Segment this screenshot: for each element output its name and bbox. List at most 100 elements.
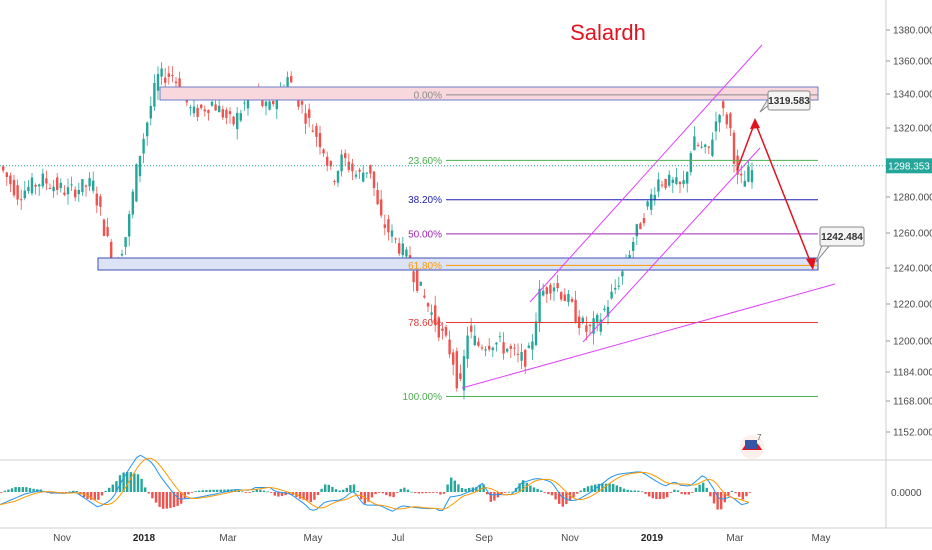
- candle-body: [135, 164, 138, 202]
- histogram-bar: [500, 492, 503, 494]
- candle-body: [77, 189, 80, 195]
- time-tick-label: Sep: [475, 533, 493, 544]
- projection-path: [736, 119, 813, 267]
- histogram-bar: [662, 492, 665, 499]
- candle-body: [426, 303, 430, 307]
- histogram-bar: [144, 487, 147, 492]
- candle-body: [196, 107, 199, 117]
- histogram-bar: [396, 492, 399, 493]
- price-axis[interactable]: 1152.000 1168.000 1184.000 1200.000 1220.000…: [886, 26, 932, 439]
- histogram-bar: [270, 492, 273, 493]
- candle-body: [59, 182, 62, 188]
- candle-body: [214, 104, 217, 111]
- histogram-bar: [61, 492, 64, 493]
- candle-body: [390, 230, 394, 237]
- histogram-bar: [439, 492, 442, 495]
- histogram-bar: [583, 487, 586, 492]
- histogram-bar: [633, 490, 636, 492]
- histogram-bar: [176, 492, 179, 506]
- histogram-bar: [162, 492, 165, 509]
- candle-body: [401, 243, 404, 256]
- candle-body: [200, 104, 203, 109]
- candle-body: [272, 100, 275, 105]
- candle-body: [732, 132, 736, 164]
- candle-body: [149, 105, 152, 119]
- candle-body: [646, 201, 649, 207]
- histogram-bar: [0, 492, 3, 493]
- candle-body: [398, 243, 401, 254]
- target-callout-upper[interactable]: 1319.583: [759, 90, 811, 113]
- histogram-bar: [7, 489, 10, 492]
- tradingview-flag-icon[interactable]: 7: [740, 433, 764, 459]
- histogram-bar: [698, 484, 701, 492]
- candle-body: [552, 287, 556, 292]
- candle-body: [678, 181, 682, 185]
- histogram-bar: [356, 490, 359, 492]
- histogram-bar: [378, 492, 381, 493]
- candle-body: [178, 78, 181, 94]
- histogram-bar: [115, 481, 118, 492]
- histogram-bar: [198, 490, 201, 492]
- candle-body: [146, 122, 149, 137]
- candle-body: [542, 290, 545, 296]
- histogram-bar: [410, 491, 413, 493]
- histogram-bar: [543, 492, 546, 493]
- histogram-bar: [342, 489, 345, 492]
- histogram-bar: [68, 491, 71, 493]
- candle-body: [333, 180, 336, 183]
- histogram-bar: [424, 492, 428, 494]
- candle-body: [531, 341, 534, 350]
- histogram-bar: [255, 488, 258, 492]
- histogram-bar: [730, 490, 734, 492]
- candle-body: [488, 345, 491, 350]
- channel-upper-line[interactable]: [529, 44, 763, 303]
- histogram-bar: [417, 492, 420, 494]
- candle-body: [603, 308, 606, 310]
- candle-body: [696, 144, 700, 146]
- candle-body: [563, 294, 566, 302]
- resistance-zone: [159, 86, 819, 101]
- candle-body: [545, 287, 548, 295]
- fibonacci-retracement[interactable]: 0.00% 23.60% 38.20% 50.00% 61.80% 78.60% 100.0…: [403, 90, 818, 403]
- candle-body: [686, 172, 689, 184]
- histogram-bar: [194, 491, 197, 492]
- histogram-bar: [655, 492, 658, 500]
- histogram-bar: [658, 492, 662, 500]
- candle-body: [556, 283, 559, 289]
- histogram-bar: [529, 485, 532, 492]
- histogram-bar: [586, 486, 590, 492]
- candle-body: [70, 184, 73, 186]
- time-axis[interactable]: Nov 2018 Mar May Jul Sep Nov 2019 Mar May: [53, 533, 830, 544]
- channel-lower-line[interactable]: [582, 147, 761, 343]
- fib-level-label: 0.00%: [414, 90, 442, 101]
- support-trend-line[interactable]: [461, 283, 836, 389]
- fib-level-label: 61.80%: [408, 261, 442, 272]
- histogram-bar: [205, 489, 208, 492]
- histogram-bar: [547, 492, 550, 495]
- histogram-bar: [723, 492, 726, 503]
- histogram-bar: [489, 492, 492, 502]
- candle-body: [124, 237, 127, 248]
- histogram-bar: [640, 491, 644, 493]
- histogram-bar: [266, 491, 269, 493]
- histogram-bar: [187, 492, 190, 495]
- candle-body: [642, 218, 646, 224]
- candle-body: [682, 180, 685, 185]
- candle-body: [610, 291, 613, 299]
- histogram-bar: [388, 492, 392, 497]
- candle-body: [153, 82, 156, 107]
- candle-body: [174, 81, 178, 84]
- price-tick-label: 1360.000: [893, 57, 932, 68]
- histogram-bar: [126, 471, 129, 492]
- candle-body: [434, 305, 437, 325]
- histogram-bar: [298, 492, 302, 499]
- oscillator-zero-label: 0.0000: [891, 488, 922, 499]
- histogram-bar: [558, 492, 561, 504]
- histogram-bar: [741, 492, 744, 500]
- histogram-bar: [140, 478, 143, 492]
- candle-body: [120, 253, 124, 256]
- histogram-bar: [374, 492, 377, 495]
- target-callout-lower[interactable]: 1242.484: [815, 226, 865, 263]
- candle-body: [92, 180, 95, 191]
